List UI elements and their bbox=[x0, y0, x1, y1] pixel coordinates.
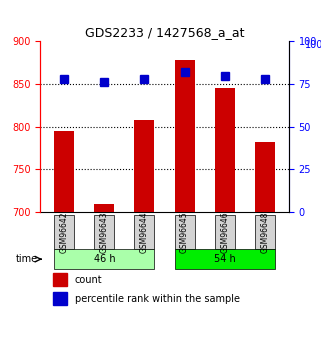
Text: 46 h: 46 h bbox=[93, 254, 115, 264]
Bar bbox=[94, 204, 114, 212]
Bar bbox=[175, 60, 195, 212]
Text: count: count bbox=[75, 275, 103, 285]
FancyBboxPatch shape bbox=[134, 215, 154, 249]
Text: GSM96648: GSM96648 bbox=[260, 211, 269, 253]
FancyBboxPatch shape bbox=[215, 215, 235, 249]
Bar bbox=[53, 292, 67, 305]
Y-axis label: 100%: 100% bbox=[305, 40, 321, 50]
Text: GSM96645: GSM96645 bbox=[180, 211, 189, 253]
FancyBboxPatch shape bbox=[255, 215, 275, 249]
Text: GSM96642: GSM96642 bbox=[60, 211, 69, 253]
Bar bbox=[53, 273, 67, 286]
Bar bbox=[134, 120, 154, 212]
Bar bbox=[215, 88, 235, 212]
FancyBboxPatch shape bbox=[94, 215, 114, 249]
FancyBboxPatch shape bbox=[54, 249, 154, 269]
Text: GSM96644: GSM96644 bbox=[140, 211, 149, 253]
FancyBboxPatch shape bbox=[175, 249, 275, 269]
FancyBboxPatch shape bbox=[54, 215, 74, 249]
FancyBboxPatch shape bbox=[175, 215, 195, 249]
Bar bbox=[255, 142, 275, 212]
Text: percentile rank within the sample: percentile rank within the sample bbox=[75, 294, 240, 304]
Text: GSM96646: GSM96646 bbox=[220, 211, 229, 253]
Text: GSM96643: GSM96643 bbox=[100, 211, 109, 253]
Title: GDS2233 / 1427568_a_at: GDS2233 / 1427568_a_at bbox=[85, 26, 244, 39]
Text: 54 h: 54 h bbox=[214, 254, 236, 264]
Text: time: time bbox=[16, 254, 38, 264]
Bar bbox=[54, 131, 74, 212]
